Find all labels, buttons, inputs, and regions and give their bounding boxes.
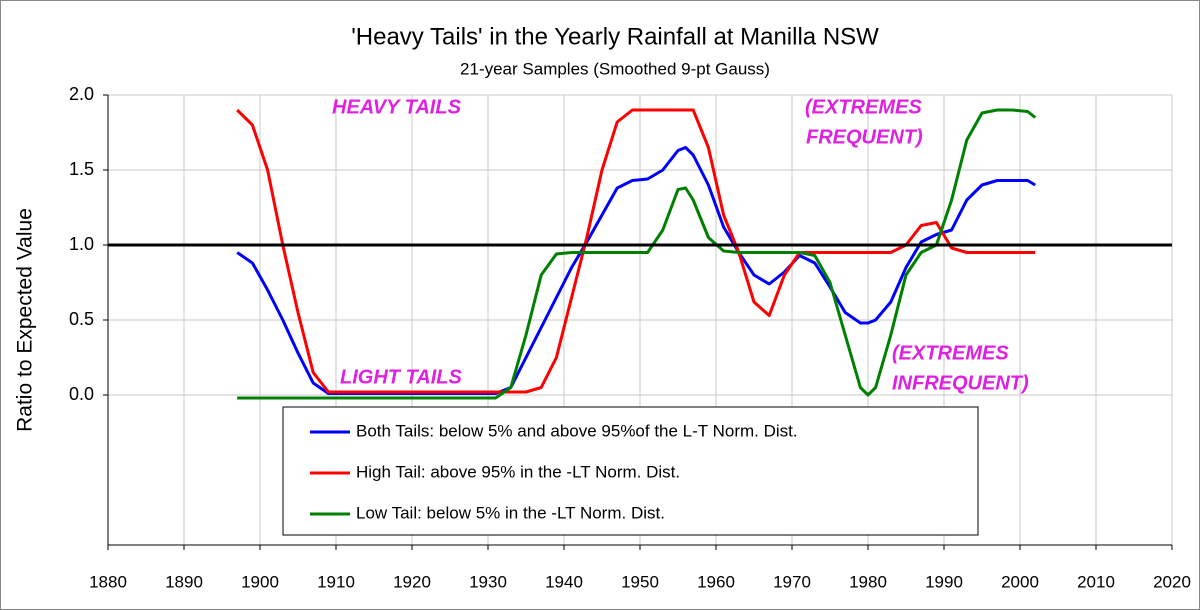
x-tick-label: 1920 — [393, 572, 431, 591]
legend-label: Low Tail: below 5% in the -LT Norm. Dist… — [356, 503, 665, 522]
x-tick-label: 1950 — [621, 572, 659, 591]
y-tick-label: 1.5 — [69, 159, 94, 179]
series-line — [237, 108, 1037, 400]
x-tick-label: 1890 — [165, 572, 203, 591]
x-tick-label: 1910 — [317, 572, 355, 591]
x-tick-label: 1900 — [241, 572, 279, 591]
y-tick-label: 2.0 — [69, 84, 94, 104]
x-tick-label: 1880 — [89, 572, 127, 591]
y-tick-label: 1.0 — [69, 234, 94, 254]
chart-subtitle: 21-year Samples (Smoothed 9-pt Gauss) — [460, 59, 770, 78]
annotation: INFREQUENT) — [892, 372, 1029, 394]
x-tick-label: 2020 — [1153, 572, 1191, 591]
x-tick-label: 2000 — [1001, 572, 1039, 591]
annotation: (EXTREMES — [892, 342, 1009, 364]
y-tick-label: 0.0 — [69, 384, 94, 404]
legend: Both Tails: below 5% and above 95%of the… — [282, 406, 979, 536]
x-tick-label: 2010 — [1077, 572, 1115, 591]
x-tick-label: 1940 — [545, 572, 583, 591]
y-axis-title: Ratio to Expected Value — [14, 208, 37, 432]
x-tick-label: 1970 — [773, 572, 811, 591]
annotation: HEAVY TAILS — [332, 96, 462, 118]
legend-label: Both Tails: below 5% and above 95%of the… — [356, 421, 798, 440]
y-tick-label: 0.5 — [69, 309, 94, 329]
legend-label: High Tail: above 95% in the -LT Norm. Di… — [356, 462, 680, 481]
x-tick-label: 1960 — [697, 572, 735, 591]
x-tick-label: 1980 — [849, 572, 887, 591]
annotation: (EXTREMES — [805, 96, 922, 118]
legend-box — [282, 406, 979, 536]
chart-title: 'Heavy Tails' in the Yearly Rainfall at … — [351, 23, 879, 50]
annotation: LIGHT TAILS — [340, 366, 462, 388]
x-tick-label: 1990 — [925, 572, 963, 591]
annotation: FREQUENT) — [806, 126, 923, 148]
x-tick-label: 1930 — [469, 572, 507, 591]
